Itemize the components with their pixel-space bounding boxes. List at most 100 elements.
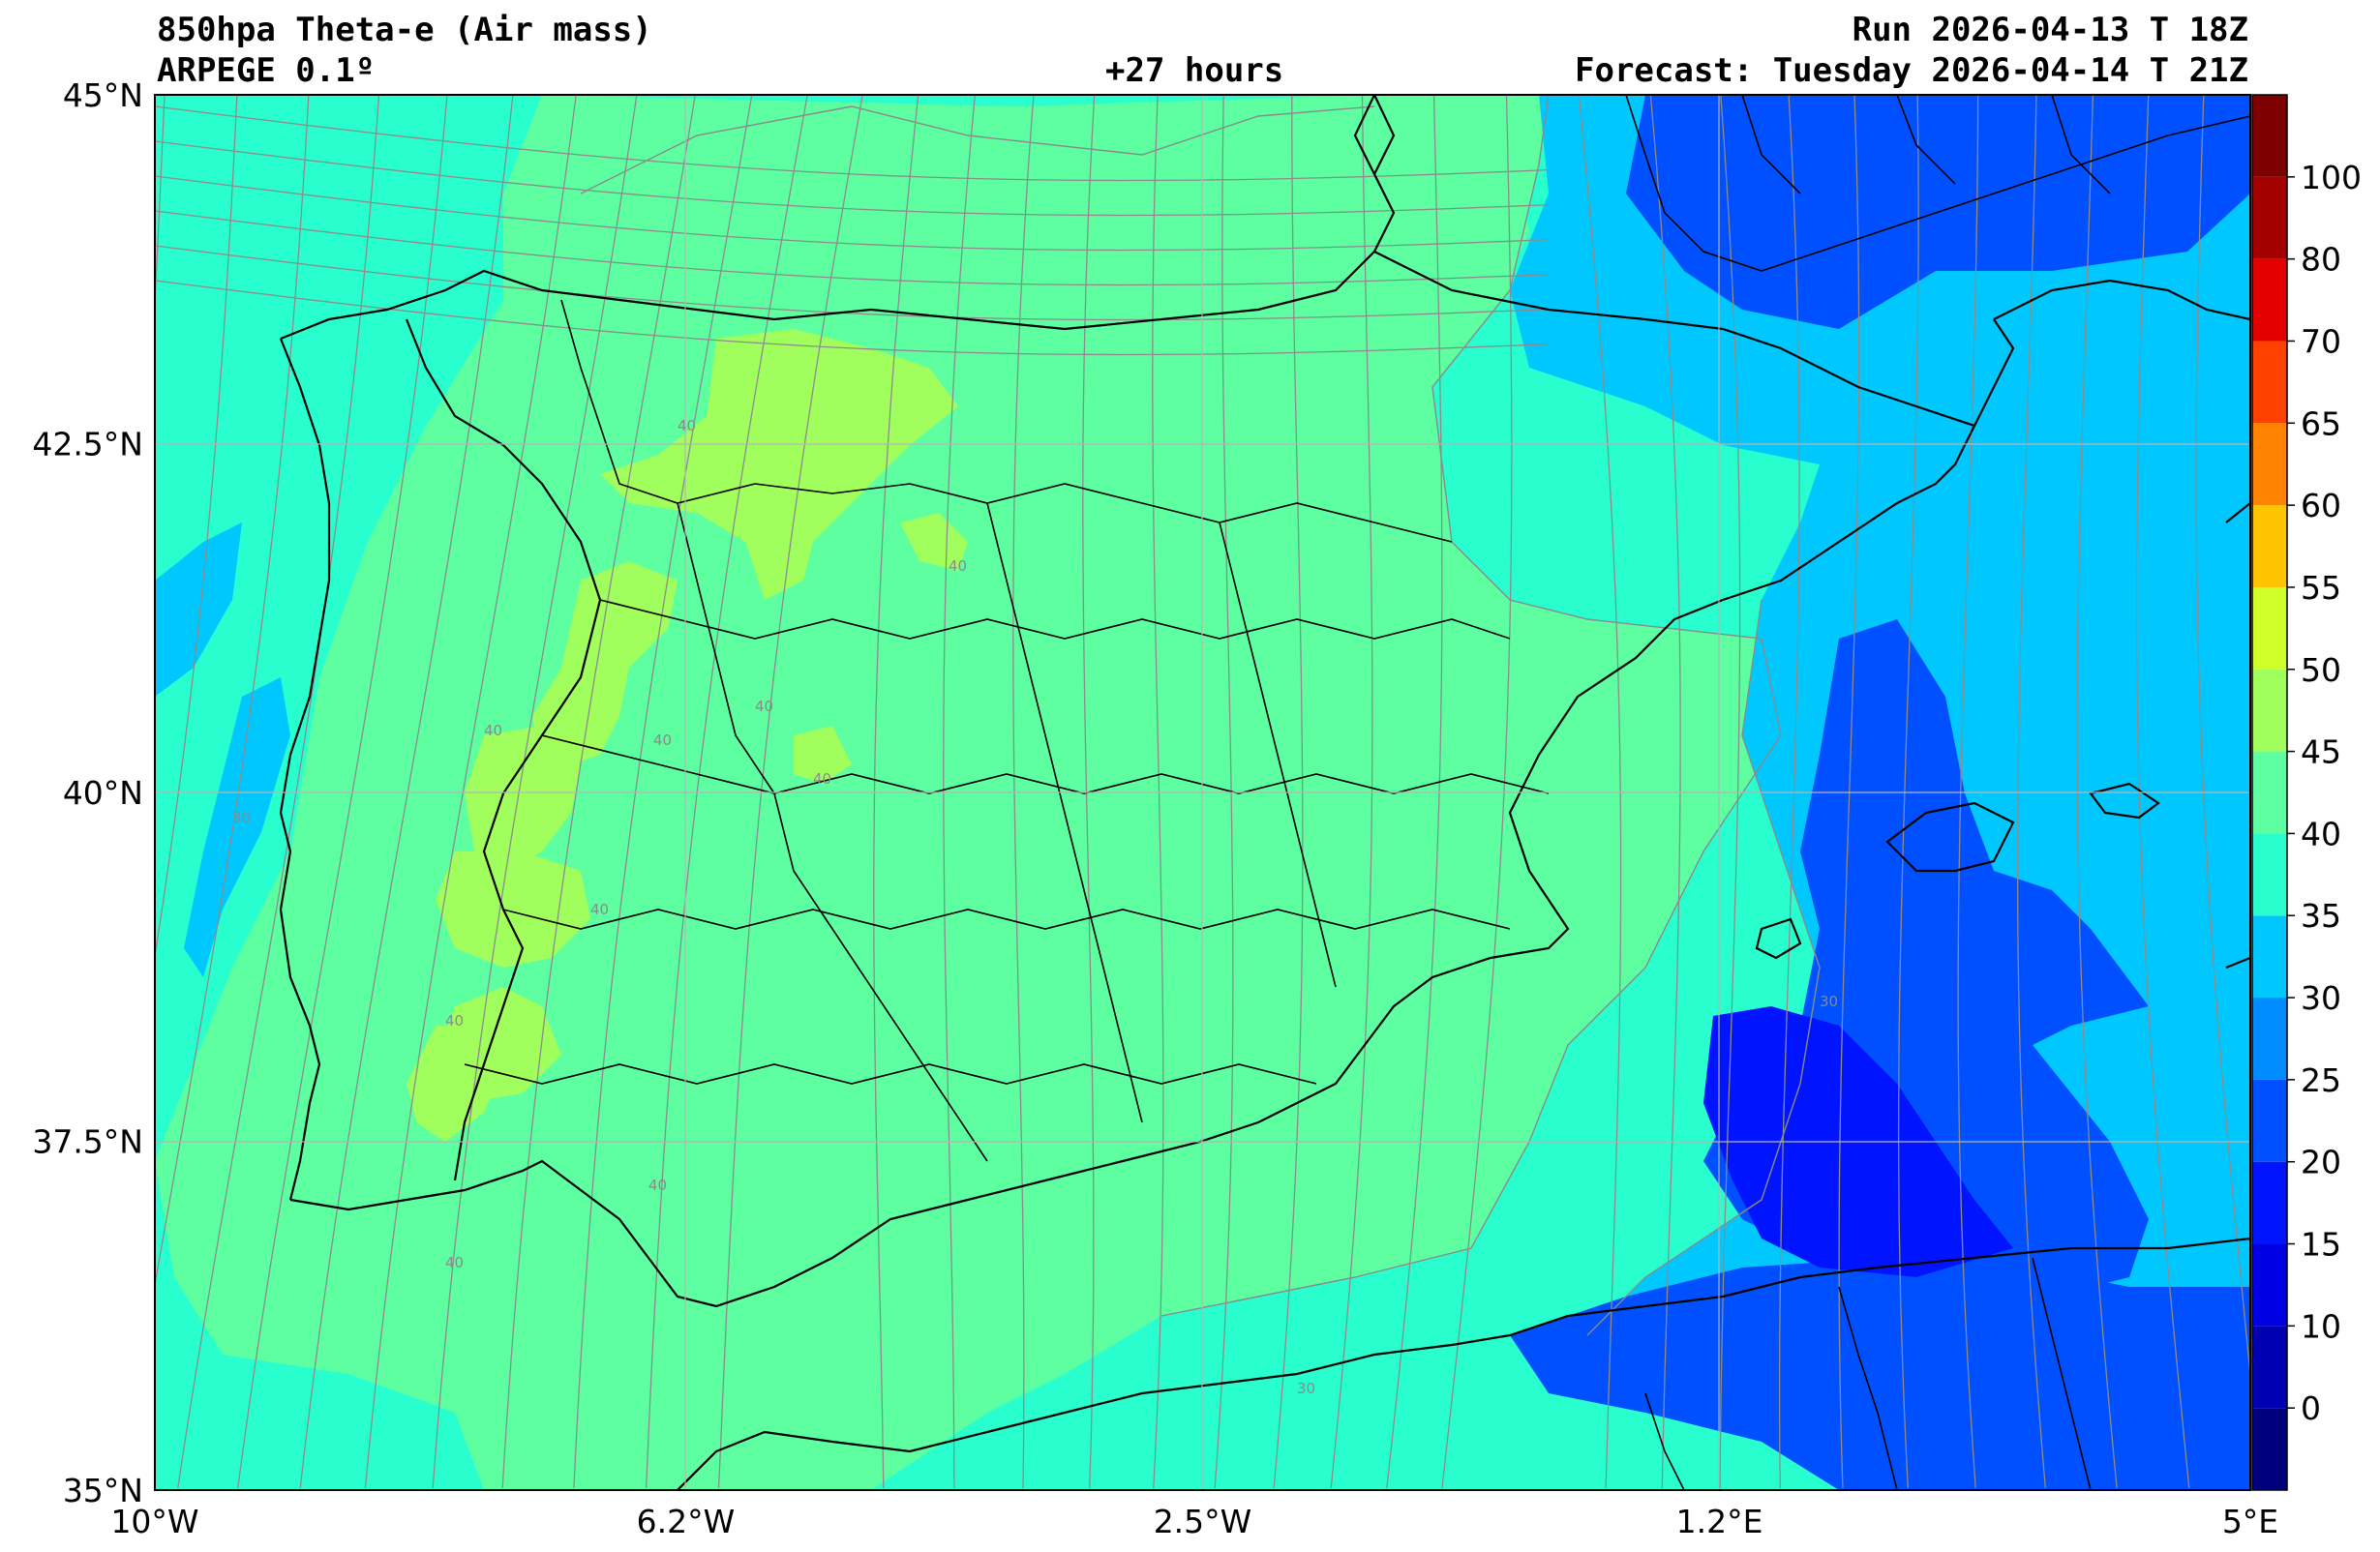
- colorbar-tick-label: 20: [2301, 1144, 2341, 1181]
- colorbar-tick-label: 0: [2301, 1389, 2321, 1427]
- lon-tick-label: 1.2°E: [1676, 1503, 1763, 1540]
- field-40-45-g: [900, 513, 968, 571]
- map-frame: [154, 94, 2251, 1491]
- streamline: [1273, 95, 1304, 1489]
- streamline: [364, 95, 577, 1489]
- colorbar-tick-label: 50: [2301, 651, 2341, 689]
- contour-label: 40: [755, 698, 773, 715]
- streamline: [1649, 95, 1681, 1489]
- colorbar-segment: [2252, 915, 2287, 999]
- lead-time-label: +27 hours: [1105, 51, 1284, 90]
- colorbar-segment: [2252, 833, 2287, 916]
- field-40-45-d: [436, 851, 590, 968]
- streamline: [155, 95, 310, 1289]
- streamline: [155, 210, 1550, 286]
- streamline: [237, 95, 448, 1489]
- streamline: [155, 105, 1550, 182]
- colorbar-segment: [2252, 1079, 2287, 1162]
- lon-tick-label: 5°E: [2222, 1503, 2278, 1540]
- streamline: [2195, 95, 2250, 1381]
- colorbar-segment: [2252, 423, 2287, 506]
- contour-label: 40: [484, 722, 502, 739]
- wind-streamlines: [155, 95, 2250, 1489]
- colorbar-tick-label: 60: [2301, 487, 2341, 524]
- minorca: [2089, 782, 2160, 820]
- south-coast: [289, 318, 2015, 1308]
- colorbar-segment: [2252, 1326, 2287, 1409]
- colorbar-frame: [2251, 94, 2288, 1491]
- field-20-25-africa: [1510, 1258, 2250, 1490]
- map-title: 850hpa Theta-e (Air mass): [157, 11, 652, 49]
- colorbar-segment: [2252, 1408, 2287, 1490]
- mediterranean-france: [1993, 279, 2250, 321]
- streamline: [943, 95, 977, 1489]
- field-40-45-b: [532, 561, 678, 774]
- streamline: [155, 175, 1550, 252]
- graticule: [155, 95, 2250, 1490]
- streamline: [645, 95, 808, 1489]
- colorbar-tick-label: 30: [2301, 979, 2341, 1017]
- streamline: [1897, 95, 1919, 1489]
- streamline: [1778, 95, 1800, 1489]
- colorbar-tick-label: 15: [2301, 1226, 2341, 1264]
- streamline: [177, 95, 380, 1489]
- streamline: [155, 140, 1550, 217]
- contour-label: 40: [445, 1012, 464, 1030]
- latitude-axis: 45°N 42.5°N 40°N 37.5°N 35°N: [32, 76, 143, 1509]
- contour-label: 40: [949, 557, 967, 575]
- colorbar-segment: [2252, 1161, 2287, 1244]
- contour-label: 40: [445, 1254, 464, 1271]
- corsica-sardinia: [2225, 502, 2250, 970]
- iberia-coastline: [280, 95, 1396, 341]
- contour-label: 40: [653, 731, 672, 749]
- streamline: [2016, 95, 2046, 1489]
- france-atlantic: [1373, 95, 1396, 175]
- contour-label: 30: [232, 809, 251, 826]
- north-africa-coast: [677, 1237, 2250, 1490]
- colorbar-segment: [2252, 176, 2287, 259]
- colorbar-tick-label: 100: [2301, 159, 2362, 196]
- province-borders: [464, 95, 2250, 1490]
- lat-tick-label: 40°N: [63, 774, 143, 812]
- lat-tick-label: 37.5°N: [32, 1123, 143, 1161]
- colorbar-segment: [2252, 95, 2287, 177]
- field-25-30-west2: [184, 677, 290, 977]
- colorbar-tick-label: 65: [2301, 404, 2341, 442]
- model-label: ARPEGE 0.1º: [157, 51, 376, 90]
- contour-label: 40: [678, 417, 696, 434]
- colorbar-tick-label: 35: [2301, 897, 2341, 935]
- colorbar-segment: [2252, 751, 2287, 834]
- streamline: [1330, 95, 1373, 1489]
- streamline: [1719, 95, 1741, 1489]
- forecast-label: Forecast: Tuesday 2026-04-14 T 21Z: [1575, 51, 2248, 90]
- lat-tick-label: 42.5°N: [32, 426, 143, 463]
- field-40-45-a: [600, 329, 958, 600]
- streamline: [873, 95, 919, 1489]
- streamline: [1152, 95, 1164, 1489]
- streamline: [1012, 95, 1035, 1489]
- lon-tick-label: 6.2°W: [637, 1503, 736, 1540]
- streamline: [299, 95, 514, 1489]
- contour-label: 40: [648, 1177, 667, 1194]
- streamline: [2076, 95, 2118, 1489]
- contour-label: 30: [1820, 993, 1838, 1010]
- longitude-axis: 10°W 6.2°W 2.5°W 1.2°E 5°E: [110, 1503, 2278, 1540]
- pyrenees-border: [1373, 251, 1975, 428]
- colorbar-tick-label: 70: [2301, 322, 2341, 360]
- lat-tick-label: 45°N: [63, 76, 143, 114]
- colorbar-tick-label: 25: [2301, 1061, 2341, 1099]
- run-label: Run 2026-04-13 T 18Z: [1852, 11, 2248, 49]
- streamline: [717, 95, 863, 1489]
- contour-label: 40: [590, 901, 609, 918]
- contour-line-30: [1586, 599, 1821, 1336]
- colorbar-segment: [2252, 1243, 2287, 1327]
- streamline: [1386, 95, 1443, 1489]
- lat-tick-label: 35°N: [63, 1472, 143, 1509]
- ibiza: [1755, 917, 1802, 960]
- colorbar-segment: [2252, 505, 2287, 587]
- streamline: [1578, 95, 1622, 1489]
- contour-label: 40: [813, 770, 831, 788]
- streamline: [1957, 95, 1979, 1489]
- colorbar-segment: [2252, 258, 2287, 342]
